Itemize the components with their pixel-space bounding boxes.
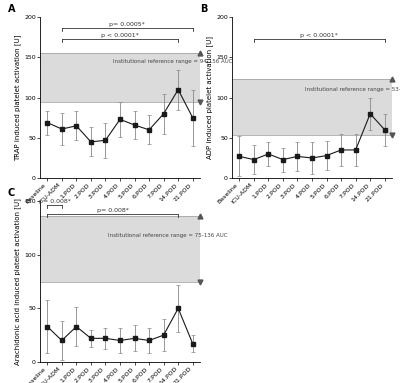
Y-axis label: TRAP induced platelet activation [U]: TRAP induced platelet activation [U]: [14, 34, 21, 161]
Text: A: A: [8, 4, 16, 15]
Y-axis label: ADP induced platelet activation [U]: ADP induced platelet activation [U]: [206, 36, 213, 159]
Text: p < 0.0001*: p < 0.0001*: [101, 33, 139, 38]
Bar: [40, 216, 200, 282]
Text: Institutional reference range = 53-123 AUC: Institutional reference range = 53-123 A…: [305, 87, 400, 92]
Text: p= 0.008*: p= 0.008*: [39, 199, 70, 204]
Text: p < 0.0001*: p < 0.0001*: [300, 33, 338, 38]
Y-axis label: Arachidonic acid induced platelet activation [U]: Arachidonic acid induced platelet activa…: [15, 198, 22, 365]
Text: Institutional reference range = 75-136 AUC: Institutional reference range = 75-136 A…: [108, 233, 228, 238]
Text: p= 0.0005*: p= 0.0005*: [109, 22, 145, 27]
Text: B: B: [200, 4, 207, 15]
Bar: [40, 52, 200, 103]
Bar: [232, 79, 392, 136]
Text: Institutional reference range = 94-156 AUC: Institutional reference range = 94-156 A…: [113, 59, 232, 64]
Text: C: C: [8, 188, 15, 198]
Text: p= 0.008*: p= 0.008*: [97, 208, 129, 213]
